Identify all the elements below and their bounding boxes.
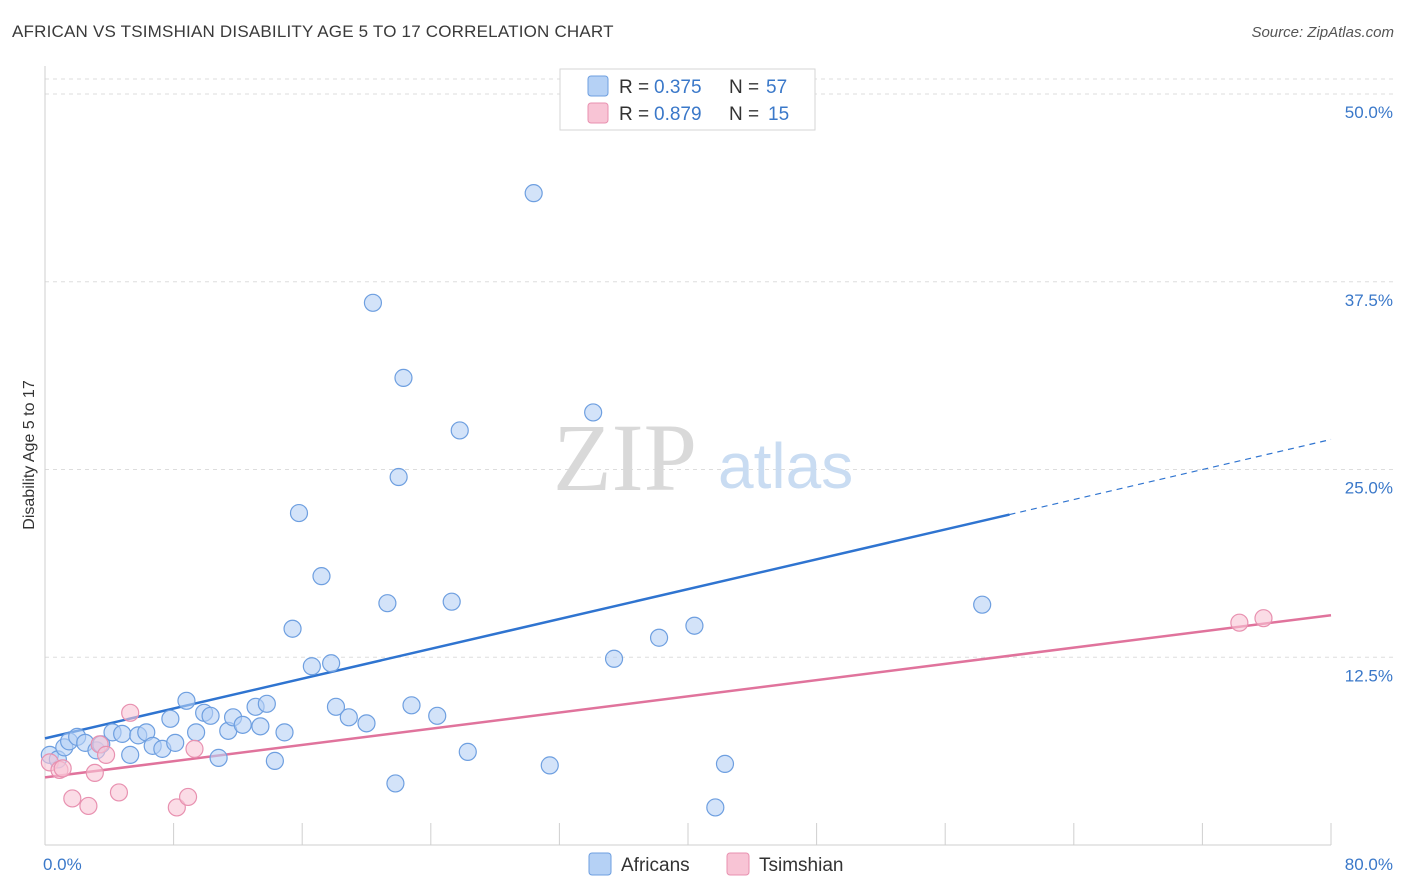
data-point-blue <box>177 691 196 710</box>
trend-line-extension <box>1009 438 1332 516</box>
data-point-pink <box>1254 609 1273 628</box>
legend-swatch-africans <box>588 852 612 876</box>
data-point-blue <box>187 723 206 742</box>
trend-lines <box>44 438 1332 779</box>
data-point-blue <box>402 696 421 715</box>
data-point-blue <box>378 594 397 613</box>
chart-title: AFRICAN VS TSIMSHIAN DISABILITY AGE 5 TO… <box>12 22 614 41</box>
x-tick-label: 0.0% <box>43 855 82 874</box>
data-point-pink <box>109 783 129 802</box>
data-point-blue <box>649 628 669 647</box>
watermark: ZIP atlas <box>553 404 853 511</box>
data-point-blue <box>363 293 383 312</box>
data-point-blue <box>524 184 543 203</box>
source-label: Source: ZipAtlas.com <box>1251 24 1394 41</box>
y-tick-label: 50.0% <box>1345 103 1393 122</box>
legend-r-label: R = <box>619 104 649 125</box>
data-point-blue <box>339 708 358 727</box>
data-point-blue <box>458 742 477 761</box>
legend-swatch-blue <box>587 75 609 97</box>
data-point-blue <box>166 733 185 752</box>
y-axis-title: Disability Age 5 to 17 <box>21 380 38 530</box>
watermark-atlas: atlas <box>718 430 853 502</box>
data-point-blue <box>442 592 461 611</box>
legend-n-label: N = <box>729 104 759 125</box>
data-points <box>40 184 1273 817</box>
data-point-blue <box>251 717 270 736</box>
legend-r-value: 0.879 <box>654 104 702 125</box>
data-point-blue <box>386 774 405 793</box>
data-point-blue <box>209 748 228 767</box>
data-point-blue <box>715 754 735 773</box>
data-point-pink <box>79 796 98 816</box>
data-point-blue <box>275 723 294 742</box>
data-point-blue <box>973 595 992 614</box>
data-point-blue <box>326 697 346 716</box>
legend-top: R = 0.375 N = 57 R = 0.879 N = 15 <box>559 68 816 131</box>
data-point-pink <box>53 759 72 778</box>
data-point-pink <box>167 798 186 817</box>
legend-top-row-tsimshian: R = 0.879 N = 15 <box>587 102 789 125</box>
data-point-blue <box>357 714 376 733</box>
y-tick-labels: 12.5% 25.0% 37.5% 50.0% <box>1345 103 1393 685</box>
data-point-blue <box>289 503 309 523</box>
data-point-blue <box>450 421 469 440</box>
trend-line-blue <box>44 513 1010 740</box>
data-point-blue <box>257 694 276 713</box>
data-point-blue <box>428 706 447 725</box>
data-point-pink <box>1230 613 1249 632</box>
data-point-blue <box>121 745 140 764</box>
legend-swatch-pink <box>587 102 609 124</box>
data-point-blue <box>312 567 331 586</box>
legend-r-label: R = <box>619 77 649 98</box>
data-point-blue <box>302 657 321 676</box>
trend-line-pink <box>44 613 1332 779</box>
y-tick-label: 37.5% <box>1345 291 1393 310</box>
data-point-blue <box>389 467 408 487</box>
watermark-zip: ZIP <box>553 404 697 511</box>
data-point-pink <box>185 739 204 758</box>
data-point-pink <box>63 789 82 808</box>
data-point-blue <box>584 403 603 422</box>
axes <box>44 66 1332 846</box>
data-point-pink <box>96 745 116 764</box>
data-point-blue <box>161 709 180 728</box>
data-point-blue <box>265 751 284 770</box>
data-point-blue <box>706 798 725 817</box>
data-point-blue <box>233 715 252 734</box>
data-point-blue <box>540 756 559 775</box>
legend-n-value: 15 <box>768 104 789 125</box>
data-point-blue <box>685 616 704 635</box>
data-point-blue <box>113 724 132 743</box>
legend-label-tsimshian: Tsimshian <box>759 855 843 876</box>
data-point-blue <box>322 654 341 673</box>
legend-swatch-tsimshian <box>726 852 750 876</box>
legend-bottom: Africans Tsimshian <box>588 852 843 876</box>
legend-n-label: N = <box>729 77 759 98</box>
x-tick-label: 80.0% <box>1345 855 1393 874</box>
legend-label-africans: Africans <box>621 855 690 876</box>
data-point-pink <box>178 787 198 807</box>
data-point-blue <box>201 706 220 725</box>
data-point-blue <box>394 368 413 387</box>
data-point-pink <box>85 763 104 783</box>
x-tick-labels: 0.0% 80.0% <box>43 855 1393 874</box>
data-point-blue <box>283 619 302 638</box>
gridlines <box>45 78 1394 658</box>
legend-top-row-africans: R = 0.375 N = 57 <box>587 75 787 98</box>
data-point-blue <box>604 649 624 668</box>
data-point-pink <box>121 703 140 722</box>
y-tick-label: 25.0% <box>1345 479 1393 498</box>
legend-n-value: 57 <box>766 77 787 98</box>
y-tick-label: 12.5% <box>1345 666 1393 685</box>
legend-r-value: 0.375 <box>654 77 702 98</box>
